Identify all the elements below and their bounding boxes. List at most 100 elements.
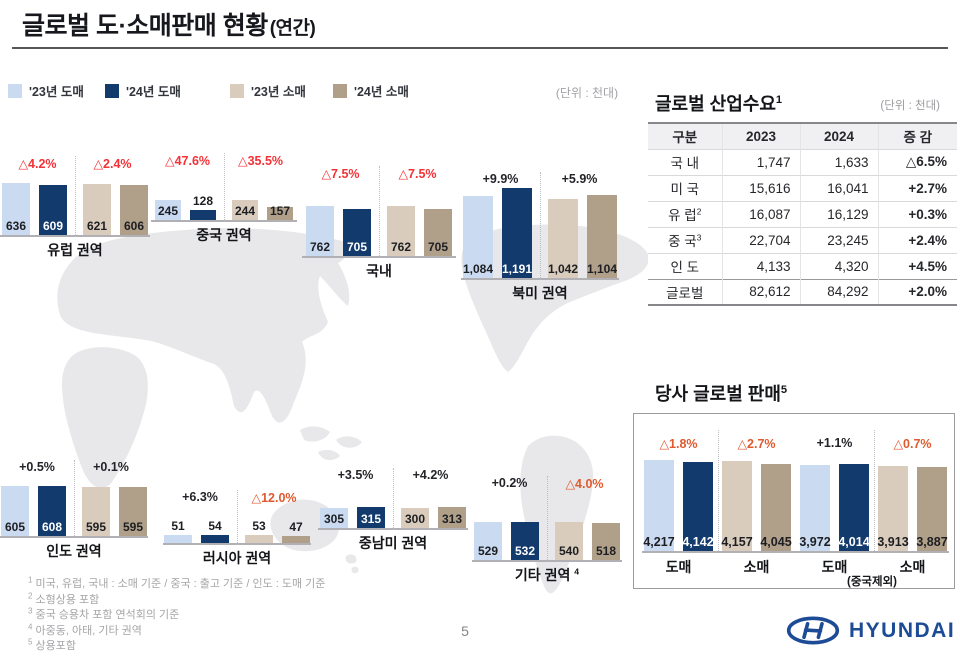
pct-label: +4.2%	[412, 468, 449, 482]
table-row: 글로벌 82,612 84,292 +2.0%	[648, 279, 957, 305]
bar-value: 762	[390, 240, 412, 254]
bar-y24_wholesale: 532	[511, 522, 539, 560]
region-chart-europe: △4.2% △2.4% 636 609 621 606 유럽 권역	[0, 156, 150, 260]
page-title: 글로벌 도·소매판매 현황 (연간)	[22, 6, 316, 42]
bar-y24_wholesale: 128	[190, 194, 216, 220]
bar-value: 1,042	[547, 262, 579, 276]
table-cell-2024: 16,041	[799, 175, 878, 201]
bar-y24_wholesale: 54	[201, 519, 229, 543]
bar-y24_wholesale: 1,191	[502, 188, 532, 278]
pair-divider	[75, 156, 76, 237]
bar-y24_retail: 4,045	[760, 464, 792, 551]
table-cell-2024: 23,245	[799, 227, 878, 253]
bars-area: 636 609 621 606	[0, 156, 150, 237]
bar-value: 4,142	[682, 535, 714, 549]
bars-area: 1,084 1,191 1,042 1,104	[461, 172, 619, 280]
bar-value: 4,014	[838, 535, 870, 549]
bar-y23_wholesale: 305	[320, 508, 348, 528]
bar-y23_retail: 244	[232, 200, 258, 220]
bar-value: 518	[595, 544, 617, 558]
legend-swatch-icon	[230, 83, 244, 98]
company-chart-title-sup: 5	[780, 384, 788, 396]
table-cell-change: +0.3%	[877, 201, 957, 227]
page-title-suffix: (연간)	[269, 18, 316, 39]
bar-y23_wholesale: 4,217	[643, 460, 675, 551]
bar-value: 609	[42, 219, 64, 233]
footnote: 3 중국 승용차 포함 연석회의 기준	[28, 606, 180, 622]
table-cell-2023: 82,612	[721, 279, 800, 305]
table-cell-change: △6.5%	[877, 149, 957, 175]
table-cell-2023: 16,087	[721, 201, 800, 227]
table-cell-label: 국 내	[670, 156, 700, 171]
region-label: 중남미 권역	[358, 535, 428, 551]
bar-value: 3,913	[877, 535, 909, 549]
table-cell-label: 유 럽2	[668, 206, 702, 223]
bar-value: 315	[360, 512, 382, 526]
footnote: 5 상용포함	[28, 637, 76, 653]
table-header-cell: 구분	[648, 123, 722, 149]
bar-y24_retail: 1,104	[587, 195, 617, 278]
bars-area: 245 128 244 157	[151, 153, 297, 222]
pair-divider	[74, 460, 75, 538]
table-row: 유 럽2 16,087 16,129 +0.3%	[648, 201, 957, 227]
region-chart-others: +0.2% △4.0% 529 532 540 518 기타 권역 4	[472, 476, 622, 585]
pair-divider	[379, 166, 380, 258]
bar-y24_retail: 595	[119, 487, 147, 536]
pct-row: +3.5% +4.2%	[318, 468, 468, 486]
pair-divider	[224, 153, 225, 222]
table-cell-2024: 84,292	[799, 279, 878, 305]
bar-value: 245	[157, 204, 179, 218]
table-cell-label: 미 국	[670, 182, 700, 197]
pair-divider	[717, 430, 719, 551]
bar-y23_wholesale: 636	[2, 183, 30, 235]
bar-y23_wholesale: 762	[306, 206, 334, 256]
group-label: 도매	[821, 559, 848, 575]
company-chart-title: 당사 글로벌 판매5	[655, 380, 787, 406]
bar-y24_wholesale: 315	[357, 507, 385, 528]
bar-value: 4,157	[721, 535, 753, 549]
bar-y24_retail: 705	[424, 209, 452, 256]
pct-label: +9.9%	[482, 172, 519, 186]
legend-item: '24년 소매	[333, 81, 409, 100]
bar-value: 621	[86, 219, 108, 233]
legend-label: '24년 도매	[126, 85, 181, 99]
pair-divider	[237, 490, 238, 545]
table-header-row: 구분 2023 2024 증 감	[648, 123, 957, 149]
industry-demand-table: 구분 2023 2024 증 감 국 내 1,747 1,633 △6.5% 미 국 15,61…	[648, 122, 957, 306]
bar-y24_retail: 47	[282, 520, 310, 543]
table-header-cell: 2023	[721, 123, 800, 149]
table-header-cell: 2024	[799, 123, 878, 149]
table-cell-label: 인 도	[670, 260, 700, 275]
table-cell-change: +2.7%	[877, 175, 957, 201]
pair-divider	[540, 172, 541, 280]
pair-divider	[393, 468, 394, 530]
bar-value: 606	[123, 219, 145, 233]
uk-shape	[68, 283, 76, 291]
bar-value: 3,972	[799, 535, 831, 549]
pct-label: +5.9%	[561, 172, 598, 186]
bar-value: 313	[441, 512, 463, 526]
region-chart-latam: +3.5% +4.2% 305 315 300 313 중남미 권역	[318, 468, 468, 553]
bar-y23_retail: 762	[387, 206, 415, 256]
bar-value: 4,217	[643, 535, 675, 549]
table-row: 국 내 1,747 1,633 △6.5%	[648, 149, 957, 175]
new-zealand-shape	[345, 554, 359, 574]
region-label: 인도 권역	[46, 543, 102, 559]
table-cell-change: +2.4%	[877, 227, 957, 253]
pct-label: △2.4%	[93, 157, 132, 171]
pair-divider	[547, 476, 548, 562]
bar-value: 1,191	[501, 262, 533, 276]
bars-area: 51 54 53 47	[163, 490, 311, 545]
pct-row: +0.2% △4.0%	[472, 476, 622, 494]
bar-y24_wholesale: 608	[38, 486, 66, 536]
region-chart-north_america: +9.9% +5.9% 1,084 1,191 1,042 1,104 북미 권역	[461, 172, 619, 303]
page-title-main: 글로벌 도·소매판매 현황	[22, 12, 268, 40]
bar-y23_retail: 53	[245, 519, 273, 543]
region-chart-domestic: △7.5% △7.5% 762 705 762 705 국내	[302, 166, 456, 281]
bar-y23_retail: 540	[555, 522, 583, 560]
unit-label-map: (단위 : 천대)	[555, 86, 619, 100]
footnote: 1 미국, 유럽, 국내 : 소매 기준 / 중국 : 출고 기준 / 인도 :…	[28, 575, 326, 590]
bar-y24_wholesale: 4,014	[838, 464, 870, 551]
table-row: 인 도 4,133 4,320 +4.5%	[648, 253, 957, 279]
eurasia-shape	[57, 228, 350, 423]
